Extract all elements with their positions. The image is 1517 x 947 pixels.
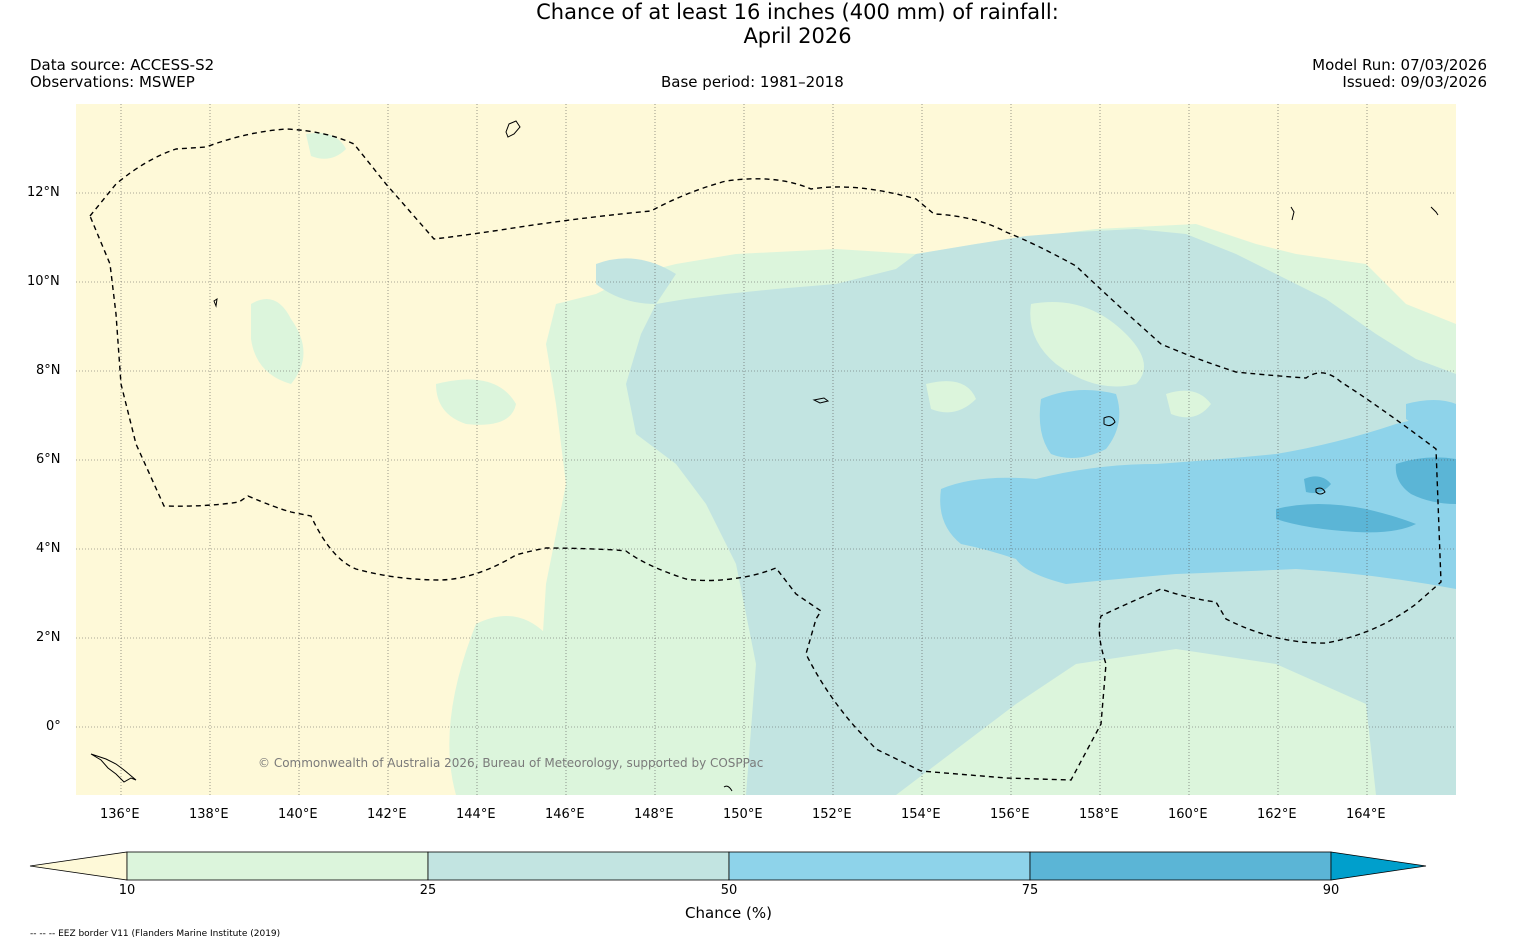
zone-10-25-inner-2 (926, 381, 976, 413)
island-yap (213, 297, 218, 308)
island-palau (90, 753, 137, 783)
colorbar (29, 851, 1427, 881)
lon-tick-140e: 140°E (278, 807, 318, 822)
lat-tick-4n: 4°N (36, 541, 61, 556)
lon-tick-164e: 164°E (1346, 807, 1386, 822)
lat-tick-10n: 10°N (27, 274, 60, 289)
colorbar-segment-75-90 (1029, 851, 1332, 881)
zone-75-90 (1276, 504, 1416, 533)
zone-25-50-north-lobe (596, 258, 676, 304)
lon-tick-158e: 158°E (1079, 807, 1119, 822)
island-south (723, 785, 733, 792)
observations-label: Observations: MSWEP (30, 73, 195, 91)
lat-tick-0: 0° (46, 719, 61, 734)
zone-50-75-small (1406, 400, 1456, 434)
islands (90, 120, 1439, 792)
eez-border-palau-fsm-west (89, 128, 1442, 781)
lon-tick-162e: 162°E (1257, 807, 1297, 822)
island-pohnpei (1103, 416, 1116, 427)
lon-tick-142e: 142°E (367, 807, 407, 822)
data-source-label: Data source: ACCESS-S2 (30, 56, 215, 74)
chart-title-line2: April 2026 (743, 24, 852, 48)
lon-tick-136e: 136°E (100, 807, 140, 822)
issued-label: Issued: 09/03/2026 (1342, 73, 1487, 91)
rainfall-map (76, 104, 1456, 795)
lon-tick-160e: 160°E (1168, 807, 1208, 822)
lon-tick-152e: 152°E (812, 807, 852, 822)
lon-tick-154e: 154°E (901, 807, 941, 822)
lon-tick-144e: 144°E (456, 807, 496, 822)
island-east-2 (1290, 206, 1295, 221)
colorbar-segment-50-75 (728, 851, 1031, 881)
zone-50-75-north (1039, 390, 1120, 458)
model-run-label: Model Run: 07/03/2026 (1312, 56, 1487, 74)
colorbar-segment-10-25 (126, 851, 429, 881)
lat-tick-6n: 6°N (36, 452, 61, 467)
zone-10-25-blob-south (449, 616, 546, 795)
zone-10-25-inner-3 (1166, 390, 1211, 418)
lon-tick-150e: 150°E (723, 807, 763, 822)
eez-footnote: -- -- -- EEZ border V11 (Flanders Marine… (30, 929, 281, 939)
island-guam (505, 120, 521, 138)
zone-10-25-blob-mid (436, 379, 516, 425)
island-chuuk (812, 397, 830, 404)
chart-title-line1: Chance of at least 16 inches (400 mm) of… (536, 0, 1059, 24)
island-kosrae (1315, 487, 1326, 495)
colorbar-segment-25-50 (427, 851, 730, 881)
colorbar-label-50: 50 (720, 883, 738, 898)
colorbar-label-90: 90 (1322, 883, 1340, 898)
lat-tick-12n: 12°N (27, 185, 60, 200)
lon-tick-138e: 138°E (189, 807, 229, 822)
zone-50-75 (940, 409, 1456, 589)
base-period-label: Base period: 1981–2018 (661, 73, 844, 91)
colorbar-extend-high (1330, 851, 1427, 881)
island-east-1 (1430, 206, 1439, 216)
lon-tick-146e: 146°E (545, 807, 585, 822)
colorbar-label-10: 10 (118, 883, 136, 898)
zone-10-25-blob-west (251, 299, 304, 384)
colorbar-label-75: 75 (1021, 883, 1039, 898)
lon-tick-148e: 148°E (634, 807, 674, 822)
gridlines (76, 104, 1456, 795)
eez-borders (89, 128, 1442, 781)
lat-tick-8n: 8°N (36, 363, 61, 378)
copyright-notice: © Commonwealth of Australia 2026, Bureau… (258, 756, 764, 770)
colorbar-title: Chance (%) (685, 904, 772, 922)
lon-tick-156e: 156°E (990, 807, 1030, 822)
zone-10-25-blob-nw (306, 133, 346, 159)
lat-tick-2n: 2°N (36, 630, 61, 645)
colorbar-extend-low (29, 851, 128, 881)
zone-10-25-inner (1030, 302, 1144, 387)
colorbar-label-25: 25 (419, 883, 437, 898)
zone-75-90-dot (1304, 476, 1331, 493)
zone-75-90-east (1395, 457, 1456, 504)
